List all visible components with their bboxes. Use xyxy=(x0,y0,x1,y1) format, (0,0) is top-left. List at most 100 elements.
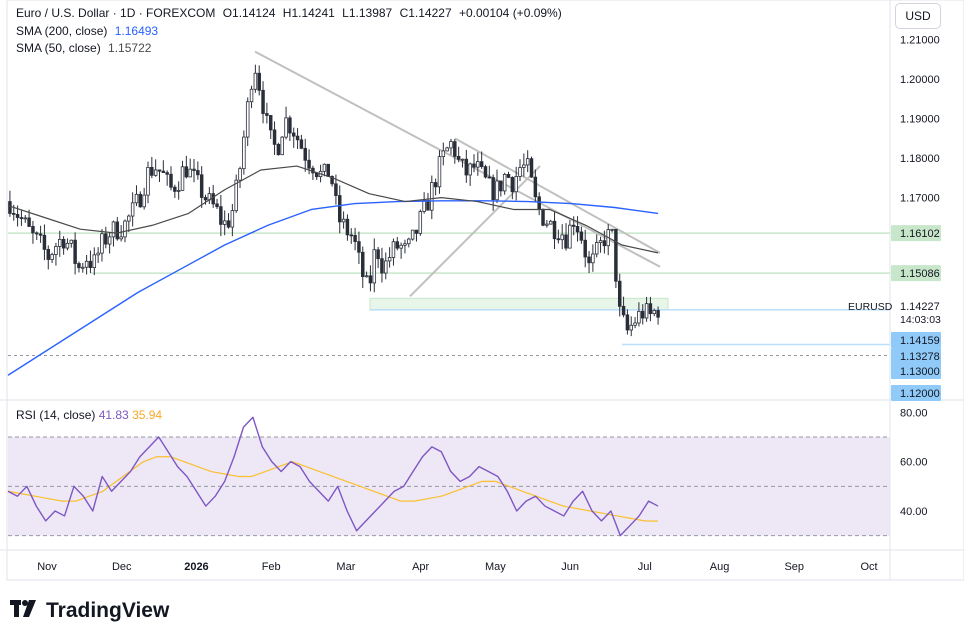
candle-body xyxy=(134,193,139,204)
candle-body xyxy=(380,258,384,274)
sma200-value: 1.16493 xyxy=(114,24,159,38)
candle-body xyxy=(245,101,250,138)
candle-body xyxy=(35,232,39,235)
rsi-legend[interactable]: RSI (14, close) 41.83 35.94 xyxy=(16,408,162,422)
rsi-pane[interactable] xyxy=(7,416,890,537)
candle-body xyxy=(219,206,223,225)
candle-body xyxy=(81,266,85,269)
close-value: C1.14227 xyxy=(399,6,452,20)
candle-body xyxy=(165,172,169,175)
candle-body xyxy=(27,217,31,227)
candle-body xyxy=(552,220,557,240)
candle-body xyxy=(288,117,292,134)
candle-body xyxy=(88,260,93,268)
time-axis-label: May xyxy=(485,561,506,573)
symbol-legend[interactable]: Euro / U.S. Dollar · 1D · FOREXCOM O1.14… xyxy=(16,6,566,20)
open-value: O1.14124 xyxy=(222,6,276,20)
candle-body xyxy=(529,158,534,178)
candle-body xyxy=(422,200,426,212)
candle-body xyxy=(633,322,637,326)
candle-body xyxy=(533,176,538,198)
candle-body xyxy=(510,177,515,193)
candle-body xyxy=(575,226,580,233)
candle-body xyxy=(587,256,591,264)
currency-button[interactable]: USD xyxy=(895,3,941,29)
chart-frame xyxy=(6,0,964,581)
candle-body xyxy=(522,164,526,168)
symbol-axis-label: EURUSD xyxy=(848,301,893,313)
candle-body xyxy=(637,310,641,324)
level-label-2-bg xyxy=(891,265,941,282)
candle-body xyxy=(525,158,530,166)
candle-body xyxy=(119,236,123,240)
level-label-1-bg xyxy=(891,225,941,242)
sma200-legend[interactable]: SMA (200, close) 1.16493 xyxy=(16,24,162,38)
candle-body xyxy=(92,254,97,268)
candle-body xyxy=(50,254,54,260)
candle-body xyxy=(15,213,20,218)
candle-body xyxy=(594,242,599,255)
candle-body xyxy=(476,161,480,168)
candle-body xyxy=(188,168,192,178)
candle-body xyxy=(69,239,74,244)
candle-body xyxy=(65,242,70,249)
rsi-tick-label: 80.00 xyxy=(900,407,928,419)
candle-body xyxy=(19,217,24,219)
candle-body xyxy=(656,310,660,318)
candle-body xyxy=(433,182,438,188)
candle-body xyxy=(142,194,146,208)
candle-body xyxy=(234,179,238,212)
sma50-legend[interactable]: SMA (50, close) 1.15722 xyxy=(16,41,155,55)
candle-body xyxy=(560,234,564,241)
candle-body xyxy=(441,150,446,158)
time-axis-label: Apr xyxy=(412,561,429,573)
candle-body xyxy=(192,168,196,171)
ascending-trendline xyxy=(409,165,541,298)
rsi-ma-value: 35.94 xyxy=(132,408,163,422)
sma50-line xyxy=(7,165,659,254)
change-value: +0.00104 (+0.09%) xyxy=(458,6,562,20)
candle-body xyxy=(468,163,472,176)
candle-body xyxy=(303,147,307,161)
tradingview-logo[interactable]: TradingView xyxy=(10,598,169,624)
time-axis-label: Mar xyxy=(336,561,355,573)
sma50-label: SMA (50, close) xyxy=(16,41,101,55)
candle-body xyxy=(387,257,392,262)
candle-body xyxy=(73,239,77,264)
candle-body xyxy=(84,260,89,268)
candle-body xyxy=(180,166,185,191)
level-label-1: 1.16102 xyxy=(900,228,940,240)
candle-body xyxy=(579,231,584,241)
candle-body xyxy=(96,252,100,256)
candle-body xyxy=(472,163,476,168)
candle-body xyxy=(456,155,461,160)
time-axis-label: Aug xyxy=(710,561,730,573)
candle-body xyxy=(322,163,327,172)
candle-body xyxy=(276,143,281,156)
time-axis-label: Jul xyxy=(638,561,652,573)
candle-body xyxy=(146,166,150,196)
candle-body xyxy=(518,167,522,177)
time-axis-label: Jun xyxy=(561,561,579,573)
candle-body xyxy=(157,169,162,172)
rsi-tick-label: 40.00 xyxy=(900,506,928,518)
time-axis-label: Sep xyxy=(784,561,804,573)
price-pane[interactable] xyxy=(7,50,890,376)
candle-body xyxy=(280,136,284,156)
time-axis-label: Oct xyxy=(860,561,877,573)
candle-body xyxy=(483,166,488,178)
candle-body xyxy=(123,220,127,238)
candle-body xyxy=(430,182,434,211)
candle-body xyxy=(556,238,561,241)
candle-body xyxy=(361,251,365,277)
candle-body xyxy=(238,168,242,181)
candle-body xyxy=(391,241,396,258)
candle-body xyxy=(203,197,208,201)
candle-body xyxy=(357,241,361,253)
candle-body xyxy=(291,132,296,137)
candle-body xyxy=(591,253,595,264)
candle-body xyxy=(284,117,288,138)
candle-body xyxy=(161,170,166,173)
candle-body xyxy=(299,139,304,149)
